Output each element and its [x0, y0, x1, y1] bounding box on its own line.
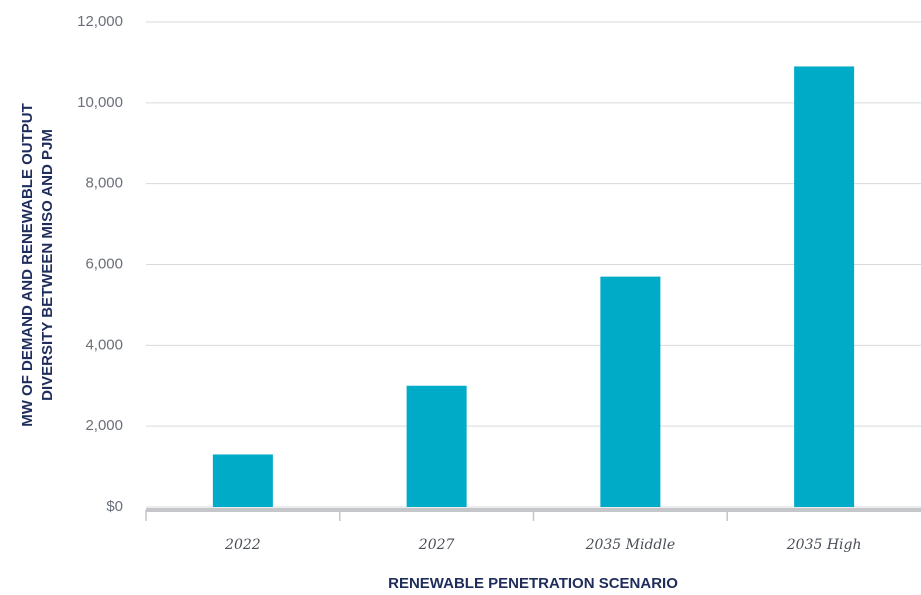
- bar: [600, 276, 661, 507]
- bar: [794, 66, 855, 507]
- bar: [212, 454, 273, 507]
- x-tick-label: 2035 High: [786, 537, 862, 553]
- y-tick-label: 8,000: [85, 175, 123, 192]
- y-tick-label: 4,000: [85, 336, 123, 353]
- y-tick-label: $0: [106, 498, 123, 515]
- y-axis-title: MW OF DEMAND AND RENEWABLE OUTPUT: [19, 103, 36, 427]
- x-tick-label: 2035 Middle: [585, 537, 676, 553]
- y-tick-label: 2,000: [85, 417, 123, 434]
- x-tick-label: 2022: [224, 537, 261, 553]
- x-tick-label: 2027: [418, 537, 455, 553]
- y-tick-label: 12,000: [77, 13, 123, 30]
- y-tick-label: 10,000: [77, 94, 123, 111]
- bar: [406, 385, 467, 507]
- y-axis-title: DIVERSITY BETWEEN MISO AND PJM: [39, 129, 56, 401]
- y-tick-label: 6,000: [85, 255, 123, 272]
- x-axis-title: RENEWABLE PENETRATION SCENARIO: [388, 575, 678, 592]
